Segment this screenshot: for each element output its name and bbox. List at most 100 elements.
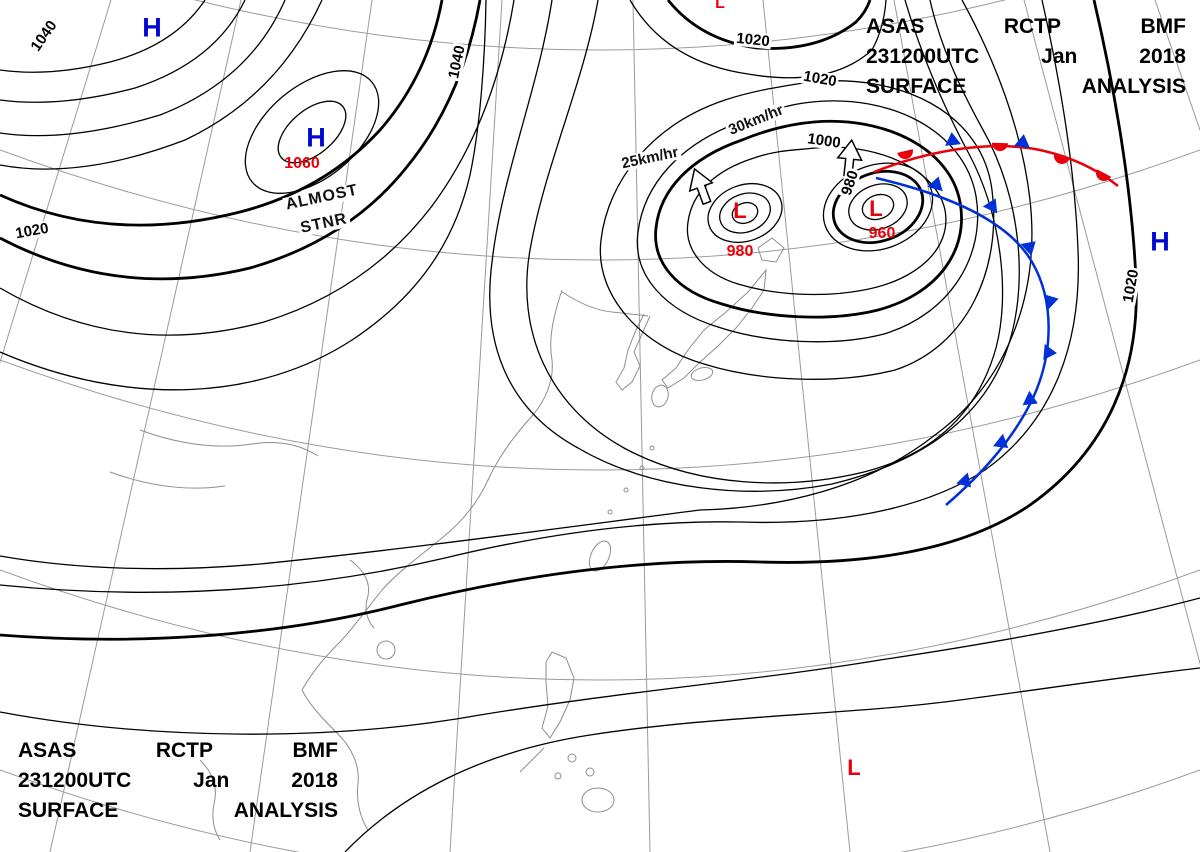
high-symbol-northwest-corner: H <box>142 12 162 43</box>
meridian-line <box>893 0 1051 852</box>
isobar-1000-ring <box>654 119 963 319</box>
low-symbol-tropics: L <box>847 755 861 780</box>
title-word: ANALYSIS <box>1081 75 1186 98</box>
isobar-ring-low-system <box>599 80 995 380</box>
isobar-ring-low-system <box>686 146 947 296</box>
coast-korea <box>615 313 651 391</box>
title-word: 2018 <box>1139 45 1186 68</box>
isobar-ring-low-west <box>707 183 783 243</box>
coast-luzon <box>541 651 575 739</box>
isobar-ring <box>244 70 380 194</box>
title-line-type: SURFACE ANALYSIS <box>18 796 338 826</box>
coastlines <box>109 237 785 841</box>
movement-arrows <box>688 138 863 206</box>
coast-palawan <box>519 747 545 773</box>
coast-kyushu <box>651 384 669 408</box>
inland-river <box>349 559 375 629</box>
front-line-red <box>873 144 1119 187</box>
coast-hainan <box>376 640 396 660</box>
title-word: 2018 <box>291 769 338 792</box>
isobar-top-low-arc <box>629 0 887 79</box>
cold-front-triangle <box>927 176 943 192</box>
title-line-ids: ASAS RCTP BMF <box>866 12 1186 42</box>
warm-front-semicircle <box>1054 153 1070 164</box>
meridian-line <box>0 0 112 365</box>
title-block-bottom-left: ASAS RCTP BMF 231200UTC Jan 2018 SURFACE… <box>18 736 338 826</box>
title-line-datetime: 231200UTC Jan 2018 <box>18 766 338 796</box>
isobar-line <box>0 0 1033 570</box>
coast-island <box>567 753 577 763</box>
isobar-ring-low-west <box>719 192 771 234</box>
title-line-type: SURFACE ANALYSIS <box>866 72 1186 102</box>
title-word: SURFACE <box>18 799 119 822</box>
coast-ryukyu <box>623 487 629 493</box>
warm-front-semicircle <box>897 149 913 159</box>
cold-front-triangle <box>982 198 998 214</box>
low-east-value: 960 <box>868 225 896 242</box>
title-word: RCTP <box>1003 15 1062 38</box>
parallel-line <box>193 0 1007 51</box>
warm-front-semicircle <box>992 142 1008 151</box>
parallel-line <box>0 569 1200 681</box>
meridian-line <box>449 0 503 852</box>
low-west-value: 980 <box>726 243 754 260</box>
isobar-line <box>0 597 1200 735</box>
isobar-1020-east <box>0 0 1138 641</box>
coast-china <box>301 289 563 691</box>
isobar-line <box>0 0 515 336</box>
inland-river <box>139 429 319 457</box>
high-northwest-value: 1060 <box>284 155 320 172</box>
coast-indochina <box>301 689 369 831</box>
high-symbol-east: H <box>1150 226 1170 257</box>
isobar-ring-low-west <box>731 201 759 225</box>
coast-island <box>585 767 595 777</box>
title-word: BMF <box>292 739 339 762</box>
isobar-ring-low-east <box>822 162 934 252</box>
meridian-line <box>249 0 373 852</box>
inland-river <box>109 471 226 489</box>
cold-front-triangle <box>1043 294 1059 310</box>
isobar-line <box>0 0 206 73</box>
stationary-front <box>873 132 1119 187</box>
title-word: RCTP <box>155 739 214 762</box>
title-word: ASAS <box>866 15 925 38</box>
title-word: 231200UTC <box>18 769 132 792</box>
coast-hokkaido <box>757 237 785 263</box>
cold-front-triangle <box>1014 134 1030 149</box>
isobar-line <box>344 667 1200 852</box>
high-symbol-northwest: H <box>306 122 326 153</box>
title-line-ids: ASAS RCTP BMF <box>18 736 338 766</box>
coast-gulf <box>199 759 221 841</box>
cold-front-triangle <box>956 472 972 488</box>
title-word: Jan <box>1041 45 1078 68</box>
isobar-ring-low-east <box>861 193 895 221</box>
coast-ryukyu <box>607 509 613 515</box>
title-word: ANALYSIS <box>233 799 338 822</box>
cold-front-triangle <box>1022 390 1038 406</box>
title-block-top-right: ASAS RCTP BMF 231200UTC Jan 2018 SURFACE… <box>866 12 1186 102</box>
title-line-datetime: 231200UTC Jan 2018 <box>866 42 1186 72</box>
isobar-line <box>0 0 487 391</box>
parallel-line <box>0 149 1200 261</box>
isobar-trough-line <box>526 0 1004 484</box>
isobar-ring-low-east <box>848 183 908 231</box>
low-symbol-east: L <box>869 196 883 221</box>
coast-ryukyu <box>649 445 655 451</box>
isobar-line <box>0 0 323 170</box>
meridian-line <box>762 0 851 852</box>
title-word: Jan <box>193 769 230 792</box>
meridian-line <box>49 0 242 852</box>
front-line-blue <box>875 176 1050 506</box>
meridian-line <box>1154 0 1200 132</box>
title-word: BMF <box>1140 15 1187 38</box>
cold-front-triangle <box>993 433 1009 449</box>
isobar-1040 <box>0 0 444 227</box>
meridian-line <box>1023 0 1200 666</box>
low-symbol-top-edge: L <box>715 0 725 12</box>
parallel-line <box>0 359 1200 471</box>
isobar-ring <box>277 100 347 164</box>
meridian-line <box>632 0 651 852</box>
